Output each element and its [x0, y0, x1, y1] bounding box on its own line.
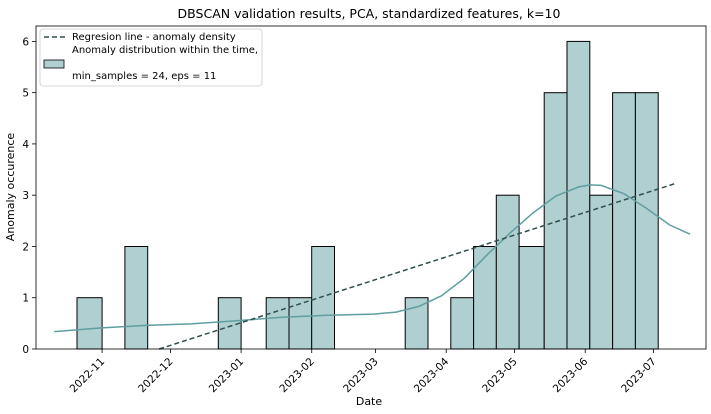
x-tick-label: 2023-01: [207, 356, 247, 396]
x-tick-label: 2023-04: [412, 355, 452, 395]
x-tick-label: 2022-11: [68, 356, 108, 396]
x-axis-label: Date: [356, 395, 383, 408]
histogram-bar: [543, 92, 568, 350]
kde-curve-layer: [54, 184, 691, 333]
histogram-bar: [518, 246, 545, 350]
x-axis: 2022-11 2022-12 2023-01 2023-02 2023-03 2023-…: [68, 349, 659, 395]
histogram-bars: [76, 40, 659, 350]
x-tick-label: 2023-02: [277, 356, 317, 396]
histogram-bar: [76, 297, 103, 350]
y-tick-label: 2: [22, 241, 29, 253]
regression-line: [158, 183, 675, 350]
histogram-bar: [612, 92, 636, 350]
histogram-bar: [450, 297, 475, 350]
plot-frame: [35, 25, 707, 350]
y-tick-label: 6: [22, 36, 29, 48]
histogram-bar: [634, 92, 659, 350]
kde-curve: [54, 184, 691, 333]
legend-regression-label: Regresion line - anomaly density: [72, 32, 236, 43]
histogram-bar: [589, 194, 614, 350]
legend-histogram-swatch: [43, 59, 65, 69]
histogram-bar: [265, 297, 290, 350]
legend: Regresion line - anomaly density Anomaly…: [39, 28, 263, 87]
x-tick-label: 2023-06: [551, 355, 591, 395]
histogram-bar: [404, 297, 429, 350]
x-tick-label: 2022-12: [136, 356, 176, 396]
y-axis: 0 1 2 3 4 5 6: [22, 36, 36, 356]
y-tick-label: 4: [22, 139, 29, 151]
x-tick-label: 2023-03: [341, 356, 381, 396]
chart-title: DBSCAN validation results, PCA, standard…: [178, 6, 561, 21]
histogram-bar: [311, 246, 336, 350]
histogram-bar: [566, 40, 591, 350]
regression-line-layer: [158, 183, 675, 350]
legend-box: [39, 28, 263, 87]
histogram-bar: [288, 297, 313, 350]
x-tick-label: 2023-07: [619, 356, 659, 396]
y-tick-label: 3: [22, 190, 29, 202]
legend-histogram-label: Anomaly distribution within the time, min…: [72, 45, 258, 82]
y-tick-label: 1: [22, 293, 29, 305]
histogram-bar: [473, 246, 497, 350]
histogram-bar: [124, 246, 149, 350]
histogram-bar: [495, 194, 520, 350]
y-axis-label: Anomaly occurence: [4, 133, 17, 242]
y-tick-label: 0: [22, 344, 29, 356]
x-tick-label: 2023-05: [480, 356, 520, 396]
y-tick-label: 5: [22, 88, 29, 100]
